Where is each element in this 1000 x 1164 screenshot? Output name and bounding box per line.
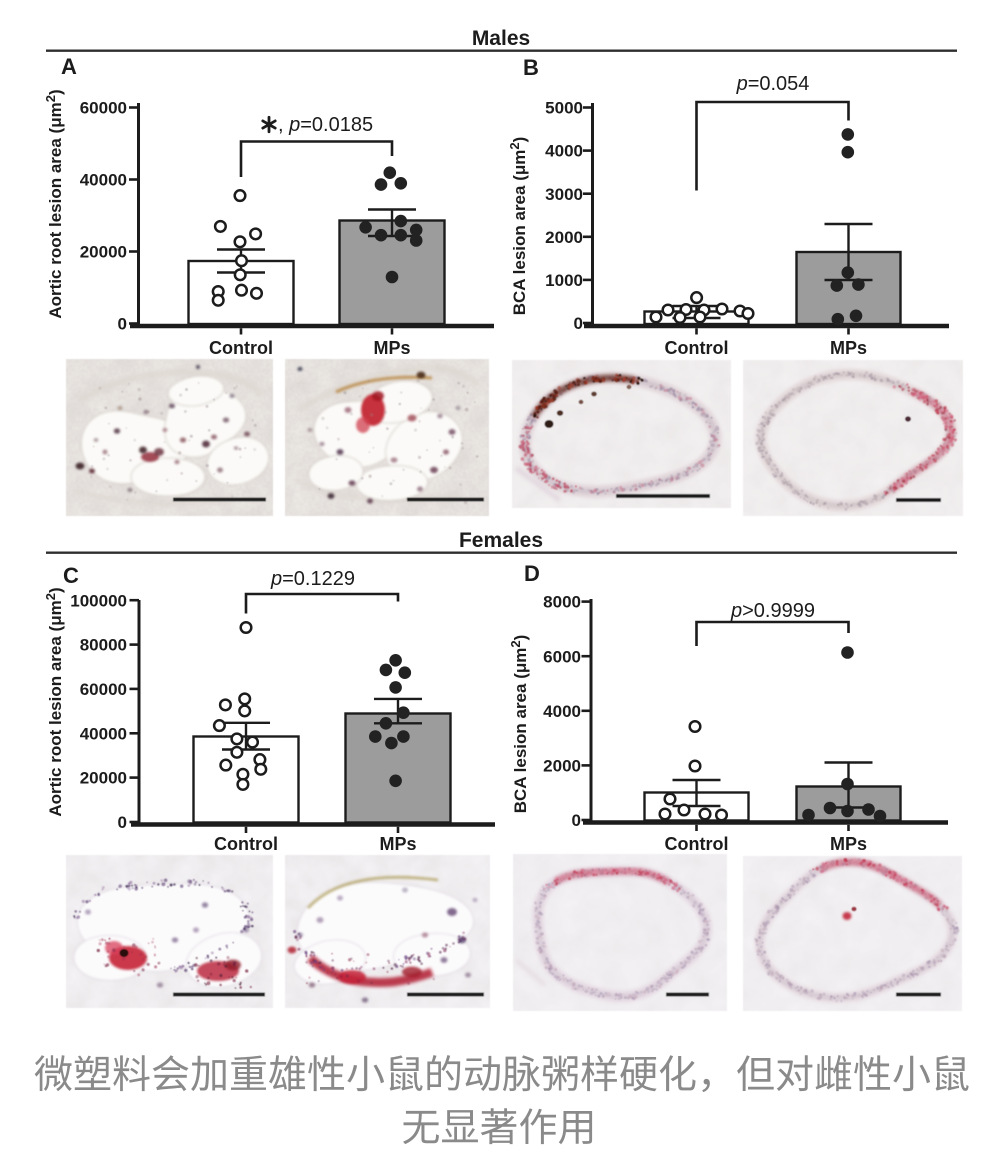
svg-text:20000: 20000 (80, 243, 127, 262)
svg-text:, p=0.0185: , p=0.0185 (278, 114, 373, 136)
svg-text:Females: Females (459, 529, 543, 552)
svg-text:3000: 3000 (545, 185, 583, 204)
svg-text:0: 0 (118, 813, 127, 832)
svg-text:8000: 8000 (543, 593, 581, 612)
svg-text:1000: 1000 (545, 271, 583, 290)
svg-text:100000: 100000 (70, 591, 127, 610)
svg-text:2000: 2000 (543, 757, 581, 776)
svg-text:C: C (63, 563, 79, 588)
svg-text:40000: 40000 (80, 724, 127, 743)
svg-text:MPs: MPs (830, 338, 867, 358)
svg-text:p>0.9999: p>0.9999 (730, 600, 815, 622)
svg-text:Aortic root lesion area (μm2): Aortic root lesion area (μm2) (43, 587, 65, 816)
svg-text:4000: 4000 (543, 702, 581, 721)
svg-text:MPs: MPs (373, 338, 410, 358)
svg-text:Control: Control (665, 338, 729, 358)
svg-text:MPs: MPs (379, 834, 416, 854)
svg-text:B: B (523, 55, 539, 80)
svg-text:A: A (61, 54, 77, 79)
svg-text:D: D (524, 561, 540, 586)
svg-text:0: 0 (118, 315, 127, 334)
svg-text:20000: 20000 (80, 769, 127, 788)
svg-text:Control: Control (209, 338, 273, 358)
svg-text:2000: 2000 (545, 228, 583, 247)
svg-text:60000: 60000 (80, 99, 127, 118)
svg-text:p=0.1229: p=0.1229 (270, 568, 355, 590)
svg-text:4000: 4000 (545, 142, 583, 161)
svg-text:40000: 40000 (80, 171, 127, 190)
svg-text:0: 0 (574, 314, 583, 333)
svg-text:6000: 6000 (543, 647, 581, 666)
svg-text:BCA lesion area (μm2): BCA lesion area (μm2) (507, 137, 529, 316)
svg-text:0: 0 (572, 811, 581, 830)
svg-text:5000: 5000 (545, 99, 583, 118)
svg-text:MPs: MPs (830, 834, 867, 854)
svg-text:Control: Control (214, 834, 278, 854)
svg-text:Control: Control (665, 834, 729, 854)
svg-text:p=0.054: p=0.054 (736, 73, 810, 95)
svg-text:60000: 60000 (80, 680, 127, 699)
svg-text:BCA lesion area (μm2): BCA lesion area (μm2) (508, 635, 530, 814)
svg-text:80000: 80000 (80, 636, 127, 655)
svg-text:Aortic root lesion area (μm2): Aortic root lesion area (μm2) (43, 89, 65, 318)
svg-text:Males: Males (472, 27, 530, 50)
